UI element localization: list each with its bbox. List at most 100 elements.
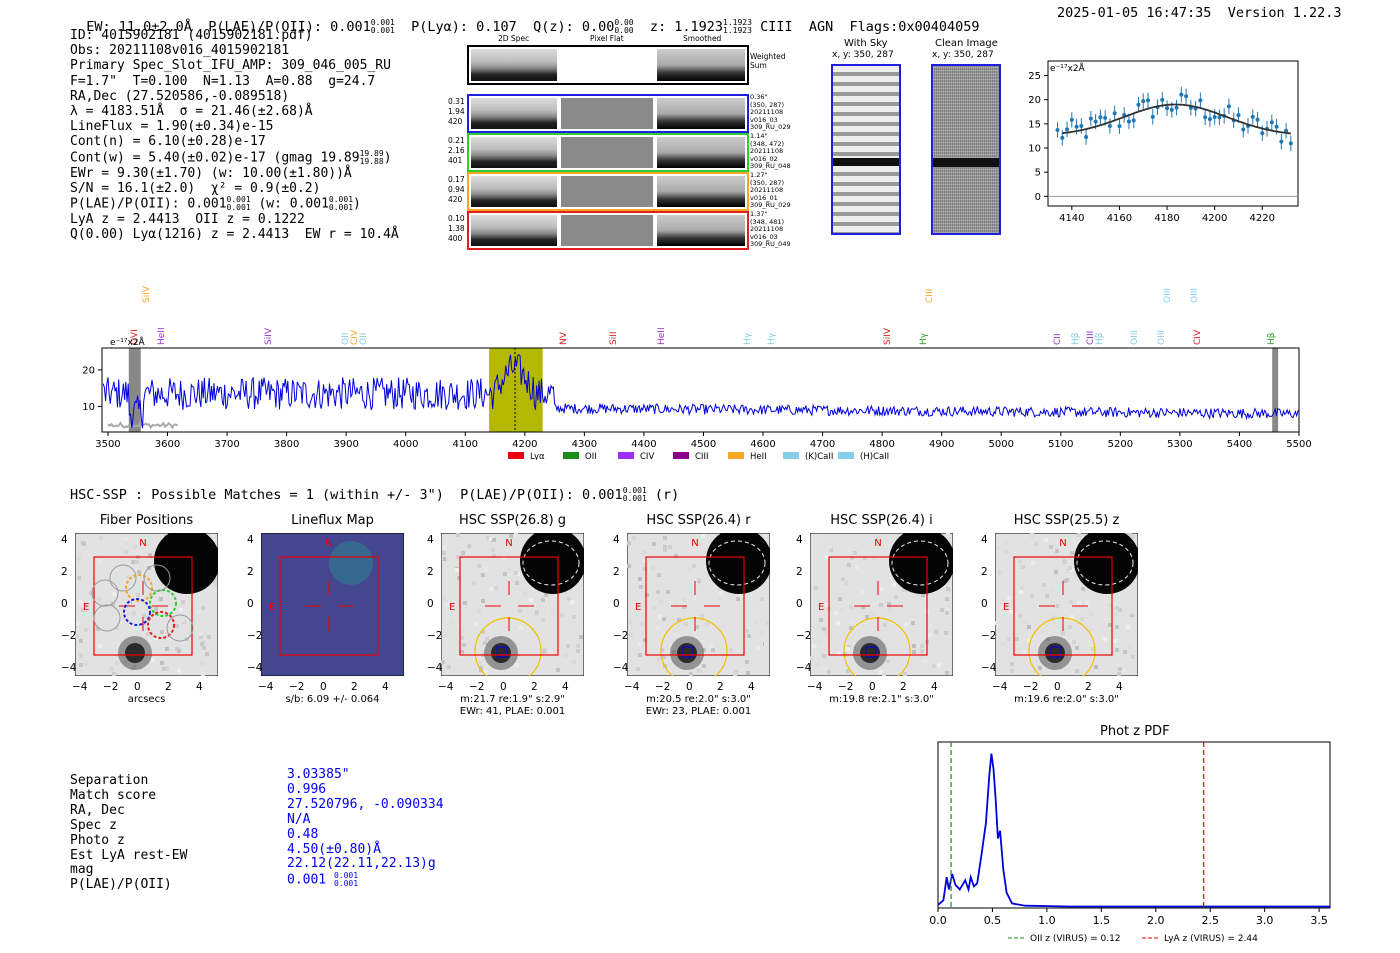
noise-pixel [576, 649, 580, 653]
zoom-data-point [1212, 114, 1217, 119]
row-weight-label: 0.10 1.38 400 [448, 214, 465, 244]
noise-pixel [733, 672, 737, 676]
noise-pixel [700, 614, 704, 618]
noise-pixel [1030, 594, 1034, 598]
match-value: N/A [287, 811, 311, 827]
noise-pixel [628, 620, 632, 624]
noise-pixel [481, 630, 485, 634]
match-label: mag [70, 862, 94, 878]
row-weight-label: 0.21 2.16 401 [448, 136, 465, 166]
noise-pixel [477, 564, 481, 568]
hsc-caption: m:19.6 re:2.0" s:3.0" [1014, 694, 1119, 705]
hsc-x-tick: −2 [838, 681, 854, 693]
hsc-y-tick: 0 [247, 598, 254, 610]
photz-x-tick-label: 1.5 [1093, 914, 1111, 927]
noise-pixel [514, 571, 518, 575]
info-contw-hi: 19.89 [359, 148, 384, 158]
zoom-data-point [1065, 127, 1070, 132]
aperture-box [459, 556, 559, 656]
noise-pixel [1115, 663, 1119, 667]
noise-pixel [201, 672, 205, 676]
hsc-x-tick: −4 [992, 681, 1008, 693]
match-plae-bounds: 0.001 0.001 [334, 872, 358, 888]
noise-pixel [531, 658, 535, 662]
noise-pixel [847, 547, 851, 551]
noise-pixel [1068, 566, 1072, 570]
noise-pixel [888, 607, 892, 611]
row-amp: 309_RU_029 [750, 201, 791, 209]
noise-pixel [718, 588, 722, 592]
info-plae-lo: 0.001 [226, 203, 251, 213]
noise-pixel [928, 633, 932, 637]
hsc-y-tick: 2 [61, 566, 68, 578]
noise-pixel [638, 577, 642, 581]
noise-pixel [213, 578, 217, 582]
noise-pixel [576, 644, 580, 648]
noise-pixel [871, 612, 875, 616]
noise-pixel [148, 553, 152, 557]
hsc-y-tick: 2 [796, 566, 803, 578]
fiber-circle [143, 564, 171, 592]
noise-pixel [1115, 606, 1119, 610]
noise-pixel [855, 565, 859, 569]
noise-pixel [207, 635, 211, 639]
weighted-sum-row [467, 45, 749, 85]
noise-pixel [861, 605, 865, 609]
noise-pixel [494, 670, 498, 674]
noise-pixel [657, 573, 661, 577]
noise-pixel [443, 545, 447, 549]
col-smoothed: Smoothed [683, 34, 722, 43]
noise-pixel [944, 631, 948, 635]
noise-pixel [907, 663, 911, 667]
noise-pixel [159, 582, 163, 586]
noise-pixel [1118, 667, 1122, 671]
noise-pixel [666, 590, 670, 594]
noise-pixel [698, 669, 702, 673]
east-label: E [635, 602, 641, 613]
noise-pixel [477, 609, 481, 613]
noise-pixel [515, 581, 519, 585]
hsc-y-tick: −2 [981, 630, 997, 642]
info-primary: Primary Spec_Slot_IFU_AMP: 309_046_005_R… [70, 58, 391, 74]
zoom-data-point [1279, 139, 1284, 144]
noise-pixel [165, 667, 169, 671]
noise-pixel [663, 545, 667, 549]
row-date: 20211108 [750, 147, 784, 155]
noise-pixel [902, 588, 906, 592]
north-label: N [505, 538, 512, 549]
noise-pixel [200, 642, 204, 646]
source-ellipse [891, 540, 949, 586]
noise-pixel [677, 618, 681, 622]
with-sky-xy: x, y: 350, 287 [832, 50, 894, 60]
noise-pixel [98, 644, 102, 648]
hsc-panel-image: NE [627, 533, 770, 676]
noise-pixel [574, 625, 578, 629]
hsc-x-tick: 2 [900, 681, 907, 693]
noise-pixel [878, 665, 882, 669]
noise-pixel [702, 664, 706, 668]
noise-pixel [445, 603, 449, 607]
noise-pixel [1108, 623, 1112, 627]
noise-pixel [503, 572, 507, 576]
noise-pixel [717, 596, 721, 600]
noise-pixel [818, 534, 822, 538]
noise-pixel [754, 612, 758, 616]
noise-pixel [757, 613, 761, 617]
noise-pixel [747, 634, 751, 638]
zoom-data-point [1226, 104, 1231, 109]
noise-pixel [111, 602, 115, 606]
noise-pixel [765, 621, 769, 625]
zoom-data-point [1146, 98, 1150, 103]
clean-image-title: Clean Image [935, 38, 998, 49]
noise-pixel [829, 548, 833, 552]
noise-pixel [481, 573, 485, 577]
noise-pixel [849, 605, 853, 609]
noise-pixel [120, 546, 124, 550]
zoom-fit-curve [1062, 103, 1292, 135]
east-label: E [818, 602, 824, 613]
info-contw-row: Cont(w) = 5.40(±0.02)e-17 (gmag 19.89 19.… [70, 148, 392, 166]
match-value: 22.12(22.11,22.13)g [287, 856, 436, 872]
noise-pixel [879, 603, 883, 607]
noise-pixel [81, 541, 85, 545]
row-sep: 1.14" [750, 132, 768, 140]
